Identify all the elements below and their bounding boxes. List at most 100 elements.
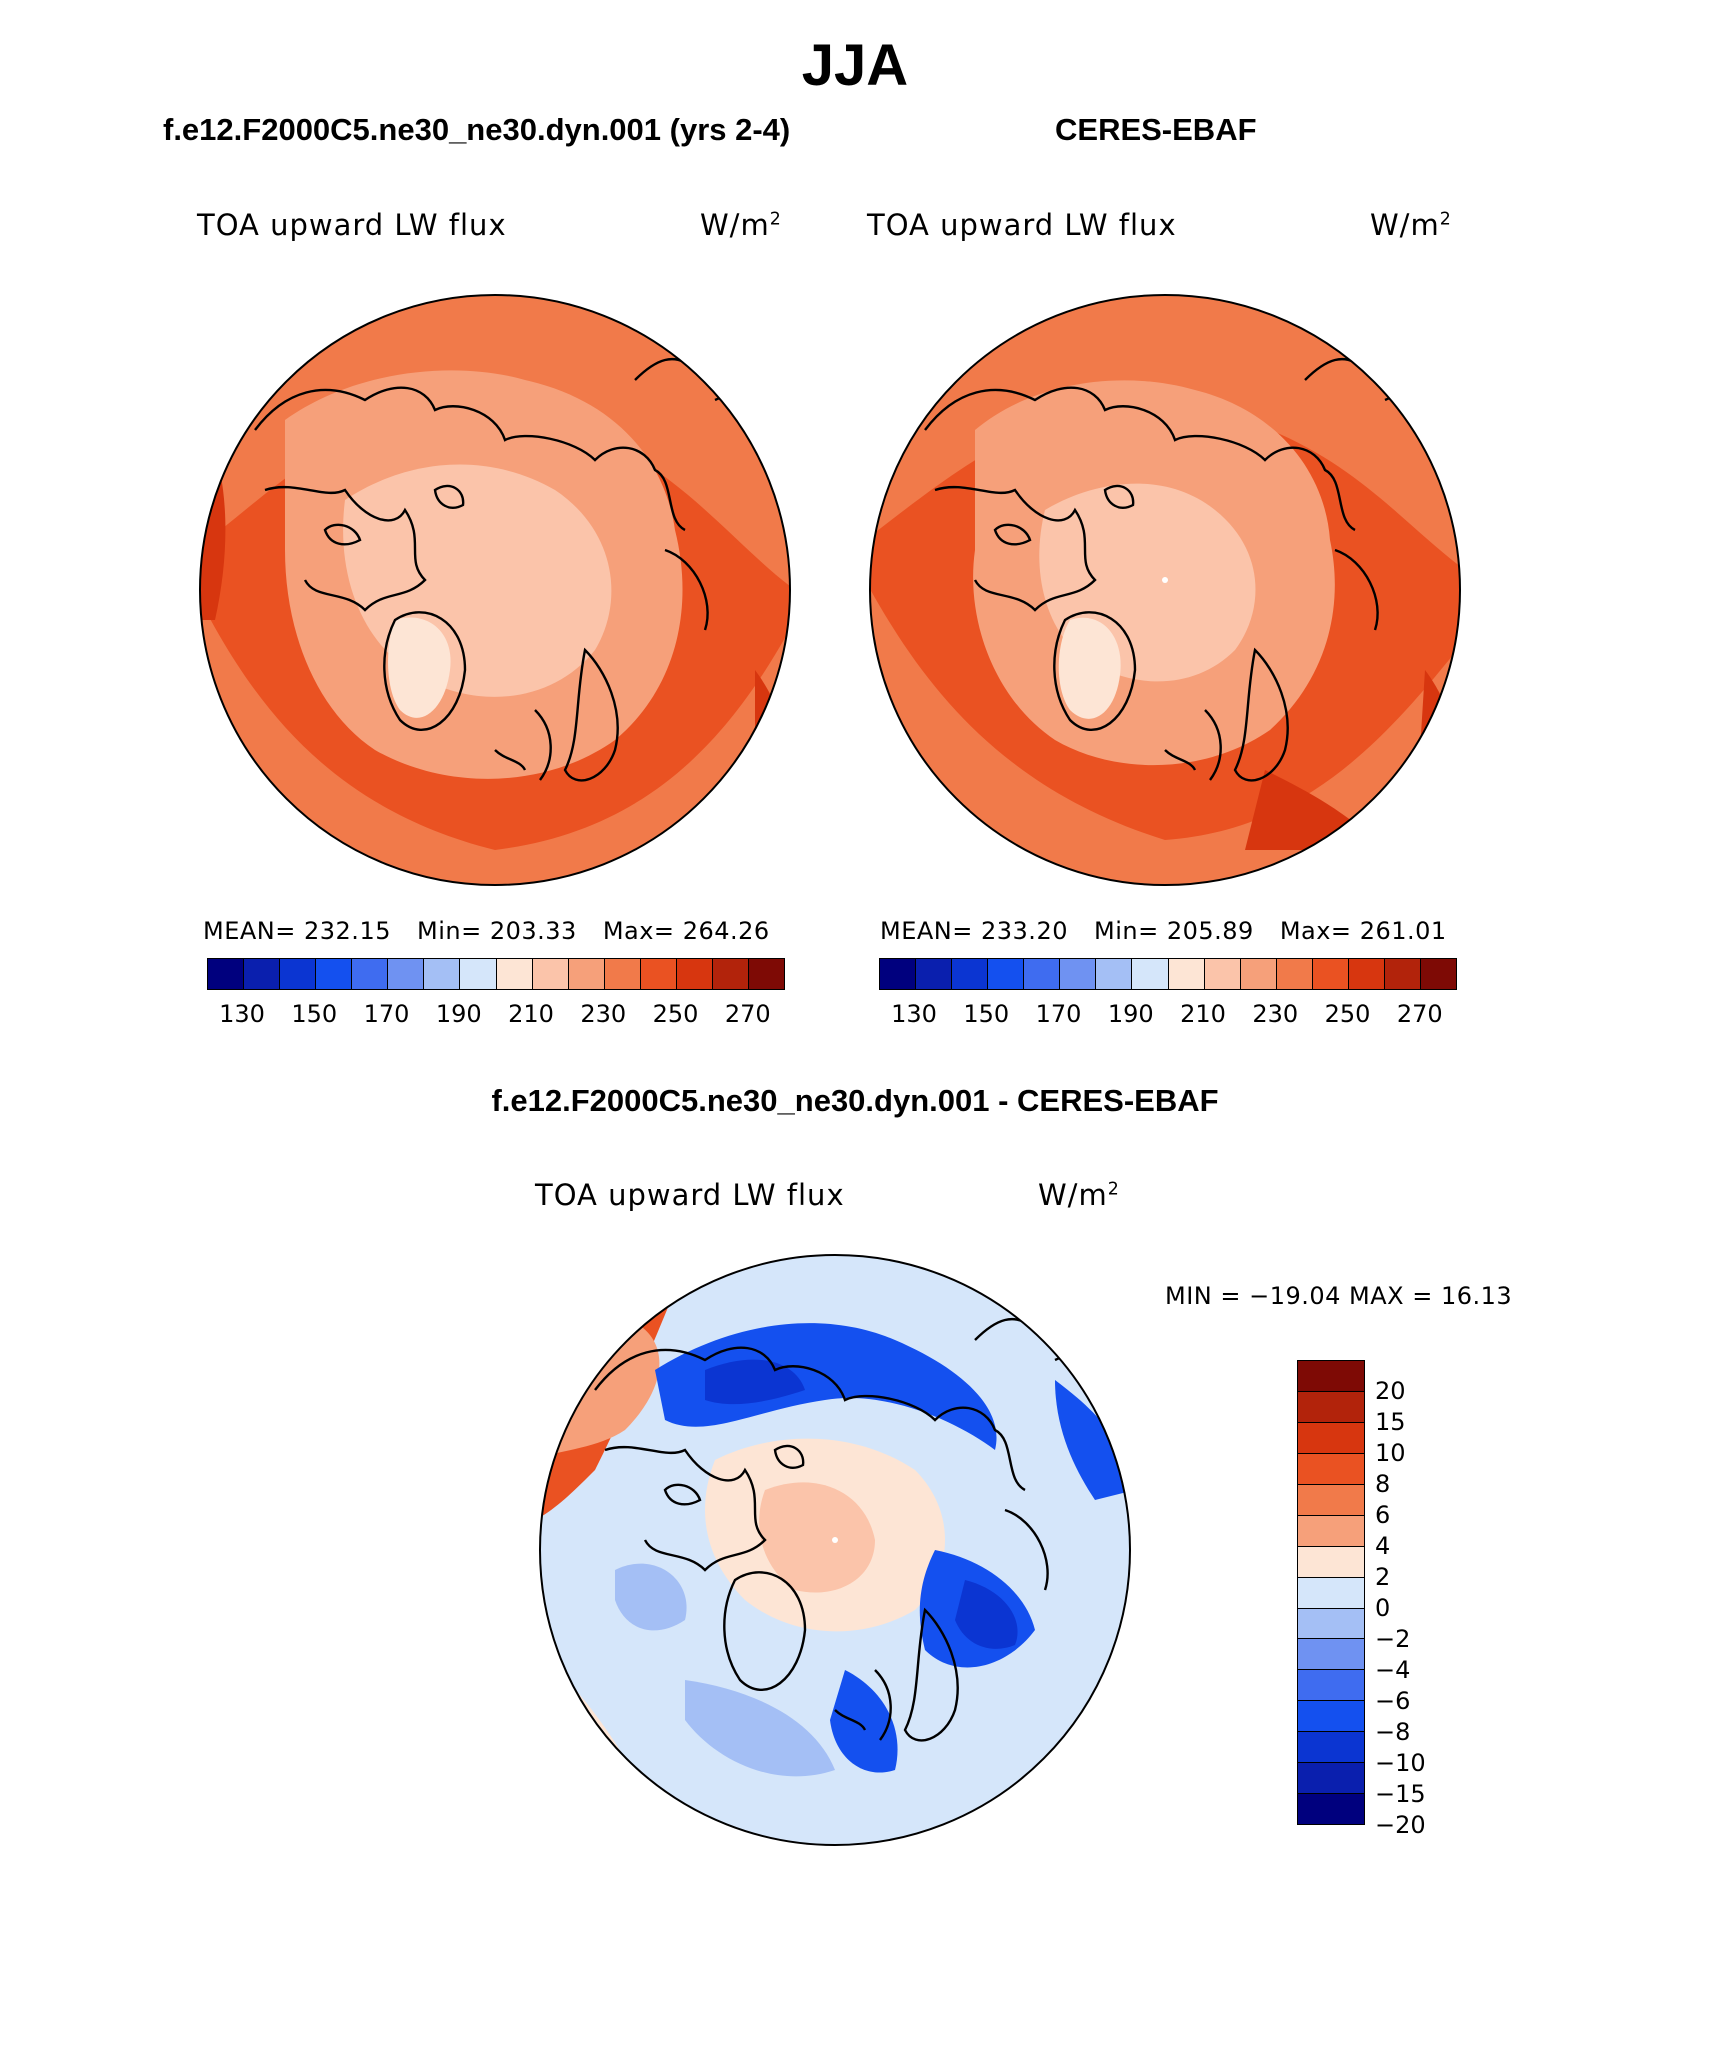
colorbar-tick-label: 190 <box>435 1000 482 1028</box>
colorbar-swatch <box>880 959 917 989</box>
colorbar-swatch <box>1298 1577 1364 1609</box>
colorbar-swatch <box>988 959 1025 989</box>
colorbar-swatch <box>352 959 389 989</box>
map-model <box>199 294 791 886</box>
colorbar-tick-label: 170 <box>363 1000 410 1028</box>
colorbar-swatch <box>748 959 784 989</box>
colorbar-tick-label: 270 <box>724 1000 771 1028</box>
colorbar-swatch <box>1420 959 1456 989</box>
panel-1-variable-label: TOA upward LW flux <box>197 208 507 242</box>
colorbar-swatch <box>424 959 461 989</box>
colorbar-swatch <box>1132 959 1169 989</box>
panel-1-max-label: Max= <box>602 917 675 945</box>
field-blue-light-w <box>615 1563 687 1631</box>
colorbar-swatch <box>676 959 713 989</box>
colorbar-tick-label: −20 <box>1375 1811 1426 1839</box>
panel-2-mean-label: MEAN= <box>880 917 973 945</box>
colorbar-swatch <box>1298 1670 1364 1702</box>
colorbar-swatch <box>1204 959 1241 989</box>
panel-2-variable-label: TOA upward LW flux <box>867 208 1177 242</box>
diff-units-label: W/m2 <box>1038 1178 1120 1212</box>
colorbar-tick-label: 270 <box>1396 1000 1443 1028</box>
field-greenland <box>388 617 451 718</box>
colorbar-swatch <box>1298 1422 1364 1454</box>
colorbar-swatch <box>1096 959 1133 989</box>
colorbar-tick-label: 10 <box>1375 1439 1406 1467</box>
colorbar-tick-label: −8 <box>1375 1718 1411 1746</box>
map-difference <box>539 1254 1131 1846</box>
colorbar-swatch <box>280 959 317 989</box>
colorbar-swatch <box>460 959 497 989</box>
pole-missing-point <box>1162 577 1168 583</box>
diff-colorbar-ticks: 20 15 10 8 6 4 2 0 −2 −4 −6 −8 −10 −15 −20 <box>1375 1360 1495 1839</box>
colorbar-tick-label: −2 <box>1375 1625 1411 1653</box>
field-band <box>200 295 790 590</box>
colorbar-swatch <box>1298 1639 1364 1671</box>
field-blue-light-s <box>685 1680 835 1777</box>
panel-1-min: 203.33 <box>489 917 577 945</box>
panel-1-colorbar-ticks: 130 150 170 190 210 230 250 270 <box>207 1000 785 1030</box>
diff-range-text: MIN = −19.04 MAX = 16.13 <box>1165 1282 1513 1310</box>
colorbar-swatch <box>496 959 533 989</box>
panel-2-stats: MEAN= 233.20 Min= 205.89 Max= 261.01 <box>880 917 1447 945</box>
colorbar-tick-label: 130 <box>219 1000 265 1028</box>
figure-title: JJA <box>801 33 909 98</box>
colorbar-swatch <box>1298 1484 1364 1516</box>
colorbar-tick-label: 170 <box>1035 1000 1082 1028</box>
panel-1-mean-label: MEAN= <box>203 917 296 945</box>
colorbar-tick-label: 4 <box>1375 1532 1391 1560</box>
colorbar-swatch <box>1312 959 1349 989</box>
field-band-south <box>200 590 790 885</box>
map-border <box>539 1254 1131 1846</box>
colorbar-tick-label: 15 <box>1375 1408 1406 1436</box>
colorbar-tick-label: 150 <box>963 1000 1010 1028</box>
colorbar-swatch <box>316 959 353 989</box>
panel-1-mean: 232.15 <box>304 917 391 945</box>
colorbar-swatch <box>1276 959 1313 989</box>
diff-panel-title: f.e12.F2000C5.ne30_ne30.dyn.001 - CERES-… <box>491 1083 1219 1118</box>
colorbar-tick-label: −6 <box>1375 1687 1411 1715</box>
colorbar-tick-label: 190 <box>1107 1000 1154 1028</box>
panel-1-max: 264.26 <box>682 917 770 945</box>
coastlines <box>594 1318 1097 1742</box>
colorbar-swatch <box>244 959 281 989</box>
colorbar-tick-label: 210 <box>508 1000 554 1028</box>
colorbar-tick-label: 130 <box>891 1000 937 1028</box>
panel-2-colorbar <box>879 958 1457 990</box>
colorbar-swatch <box>1298 1732 1364 1764</box>
field-blue-south <box>830 1670 898 1773</box>
field-blue-ne <box>1055 1380 1130 1500</box>
panel-1-title: f.e12.F2000C5.ne30_ne30.dyn.001 (yrs 2-4… <box>163 112 791 147</box>
colorbar-swatch <box>1024 959 1061 989</box>
colorbar-swatch <box>916 959 953 989</box>
coastlines <box>254 358 757 782</box>
colorbar-tick-label: 250 <box>652 1000 699 1028</box>
colorbar-swatch <box>952 959 989 989</box>
colorbar-tick-label: 20 <box>1375 1377 1406 1405</box>
colorbar-swatch <box>1168 959 1205 989</box>
panel-2-max-label: Max= <box>1279 917 1352 945</box>
map-observations <box>869 294 1461 886</box>
colorbar-swatch <box>568 959 605 989</box>
field-dark-east <box>755 670 790 810</box>
pole-missing-point <box>832 1537 838 1543</box>
colorbar-swatch <box>388 959 425 989</box>
colorbar-swatch <box>1298 1546 1364 1578</box>
colorbar-swatch <box>1298 1453 1364 1485</box>
colorbar-swatch <box>1298 1391 1364 1423</box>
panel-1-min-label: Min= <box>416 917 482 945</box>
panel-1-stats: MEAN= 232.15 Min= 203.33 Max= 264.26 <box>203 917 770 945</box>
colorbar-swatch <box>208 959 245 989</box>
diff-colorbar <box>1297 1360 1365 1825</box>
colorbar-swatch <box>1298 1794 1364 1825</box>
field-pale-warm <box>759 1482 875 1593</box>
colorbar-swatch <box>1060 959 1097 989</box>
colorbar-tick-label: 2 <box>1375 1563 1391 1591</box>
panel-2-title: CERES-EBAF <box>1055 112 1257 147</box>
colorbar-swatch <box>604 959 641 989</box>
colorbar-tick-label: −4 <box>1375 1656 1411 1684</box>
panel-1-colorbar <box>207 958 785 990</box>
colorbar-swatch <box>1240 959 1277 989</box>
colorbar-tick-label: 210 <box>1180 1000 1226 1028</box>
panel-2-max: 261.01 <box>1359 917 1447 945</box>
